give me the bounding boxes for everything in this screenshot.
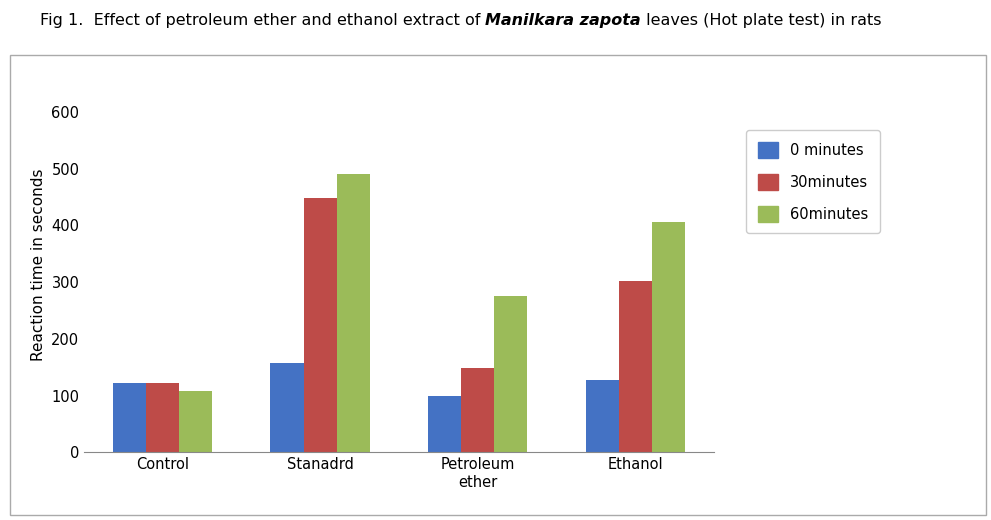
Y-axis label: Reaction time in seconds: Reaction time in seconds <box>31 169 46 361</box>
Bar <box>113 383 146 452</box>
Bar <box>618 280 652 452</box>
Bar <box>303 198 337 452</box>
Text: Manilkara zapota: Manilkara zapota <box>486 13 641 28</box>
Bar <box>146 383 179 452</box>
Bar <box>179 391 212 452</box>
Bar <box>337 174 370 452</box>
Bar <box>271 363 303 452</box>
Bar <box>495 296 527 452</box>
Bar <box>586 380 618 452</box>
Bar <box>652 222 685 452</box>
Text: leaves (Hot plate test) in rats: leaves (Hot plate test) in rats <box>641 13 881 28</box>
Text: Fig 1.  Effect of petroleum ether and ethanol extract of: Fig 1. Effect of petroleum ether and eth… <box>40 13 486 28</box>
Bar <box>461 369 495 452</box>
Bar <box>428 396 461 452</box>
Legend: 0 minutes, 30minutes, 60minutes: 0 minutes, 30minutes, 60minutes <box>746 130 880 233</box>
